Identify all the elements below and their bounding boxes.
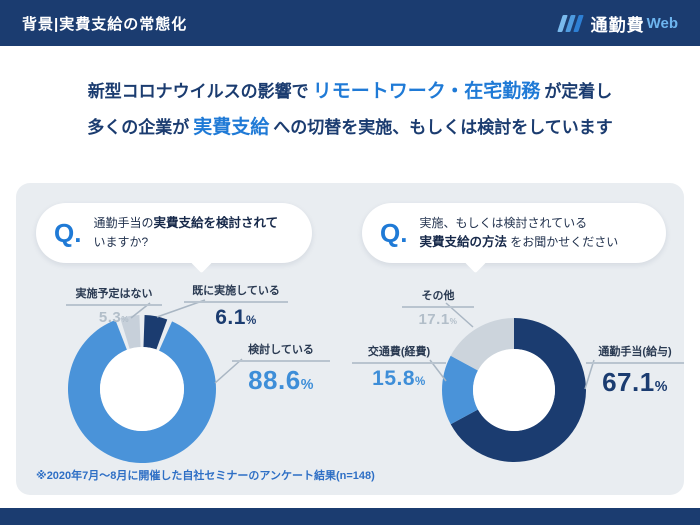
question-line: いますか? — [93, 233, 278, 252]
header-bar: 背景|実費支給の常態化 通勤費 Web — [0, 0, 700, 46]
segment-label-other: その他 17.1% — [402, 287, 474, 328]
headline-text: 新型コロナウイルスの影響で — [87, 82, 309, 101]
question-text: 実施、もしくは検討されている 実費支給の方法 をお聞かせください — [419, 214, 618, 253]
segment-value: 6.1% — [184, 306, 288, 330]
percent-number: 5.3 — [98, 309, 122, 326]
segment-value: 5.3% — [66, 309, 162, 326]
question-bold-text: 実費支給の方法 — [419, 235, 507, 249]
headline-text: への切替を実施、もしくは検討をしています — [273, 118, 613, 137]
percent-number: 17.1 — [418, 311, 450, 328]
q-marker: Q. — [380, 217, 408, 248]
headline-text: が定着し — [544, 82, 613, 101]
bottom-bar — [0, 508, 700, 525]
question-normal-text: 通勤手当の — [93, 215, 154, 230]
percent-number: 6.1 — [215, 306, 246, 329]
question-bubble-2: Q. 実施、もしくは検討されている 実費支給の方法 をお聞かせください — [362, 203, 666, 263]
percent-sign: % — [415, 376, 426, 388]
segment-label-commute-allowance: 通勤手当(給与) 67.1% — [586, 343, 684, 398]
segment-value: 67.1% — [586, 367, 684, 398]
segment-name: 通勤手当(給与) — [586, 343, 684, 364]
logo-text: 通勤費 — [590, 15, 645, 35]
segment-name: その他 — [402, 287, 474, 308]
headline-line-1: 新型コロナウイルスの影響で リモートワーク・在宅勤務 が定着し — [0, 74, 700, 110]
brand-logo: 通勤費 Web — [556, 11, 678, 36]
headline-line-2: 多くの企業が 実費支給 への切替を実施、もしくは検討をしています — [0, 110, 700, 146]
segment-value: 88.6% — [232, 365, 330, 396]
question-line: 通勤手当の実費支給を検討されて — [93, 214, 278, 233]
question-line: 実施、もしくは検討されている — [419, 214, 618, 233]
question-normal-text: 実施、もしくは検討されている — [419, 215, 588, 230]
segment-name: 実施予定はない — [66, 285, 162, 306]
question-normal-text: をお聞かせください — [506, 235, 619, 249]
question-text: 通勤手当の実費支給を検討されて いますか? — [93, 214, 278, 253]
segment-label-transport-expense: 交通費(経費) 15.8% — [352, 343, 446, 391]
logo-bars-icon — [556, 14, 584, 32]
headline: 新型コロナウイルスの影響で リモートワーク・在宅勤務 が定着し 多くの企業が 実費支給… — [0, 74, 700, 146]
question-line: 実費支給の方法 をお聞かせください — [419, 233, 618, 252]
question-bold-text: 実費支給を検討されて — [153, 215, 279, 230]
percent-number: 15.8 — [372, 367, 416, 390]
percent-sign: % — [300, 377, 314, 393]
percent-number: 67.1 — [602, 367, 655, 397]
percent-sign: % — [245, 315, 257, 327]
segment-name: 交通費(経費) — [352, 343, 446, 364]
question-normal-text: いますか? — [93, 235, 149, 249]
segment-name: 既に実施している — [184, 282, 288, 303]
segment-value: 15.8% — [352, 367, 446, 391]
headline-highlight: 実費支給 — [193, 117, 270, 138]
segment-label-already-doing: 既に実施している 6.1% — [184, 282, 288, 330]
percent-sign: % — [449, 317, 458, 326]
segment-name: 検討している — [232, 341, 330, 362]
percent-sign: % — [654, 379, 668, 395]
segment-label-considering: 検討している 88.6% — [232, 341, 330, 396]
segment-label-no-plan: 実施予定はない 5.3% — [66, 285, 162, 326]
percent-number: 88.6 — [248, 365, 301, 395]
question-bubble-1: Q. 通勤手当の実費支給を検討されて いますか? — [36, 203, 312, 263]
headline-text: 多くの企業が — [87, 118, 190, 137]
survey-footnote: ※2020年7月〜8月に開催した自社セミナーのアンケート結果(n=148) — [36, 470, 375, 482]
q-marker: Q. — [54, 217, 82, 248]
segment-value: 17.1% — [402, 311, 474, 328]
headline-highlight: リモートワーク・在宅勤務 — [312, 81, 541, 102]
page-title: 背景|実費支給の常態化 — [22, 15, 188, 33]
percent-sign: % — [121, 315, 130, 324]
logo-suffix-text: Web — [646, 14, 678, 32]
